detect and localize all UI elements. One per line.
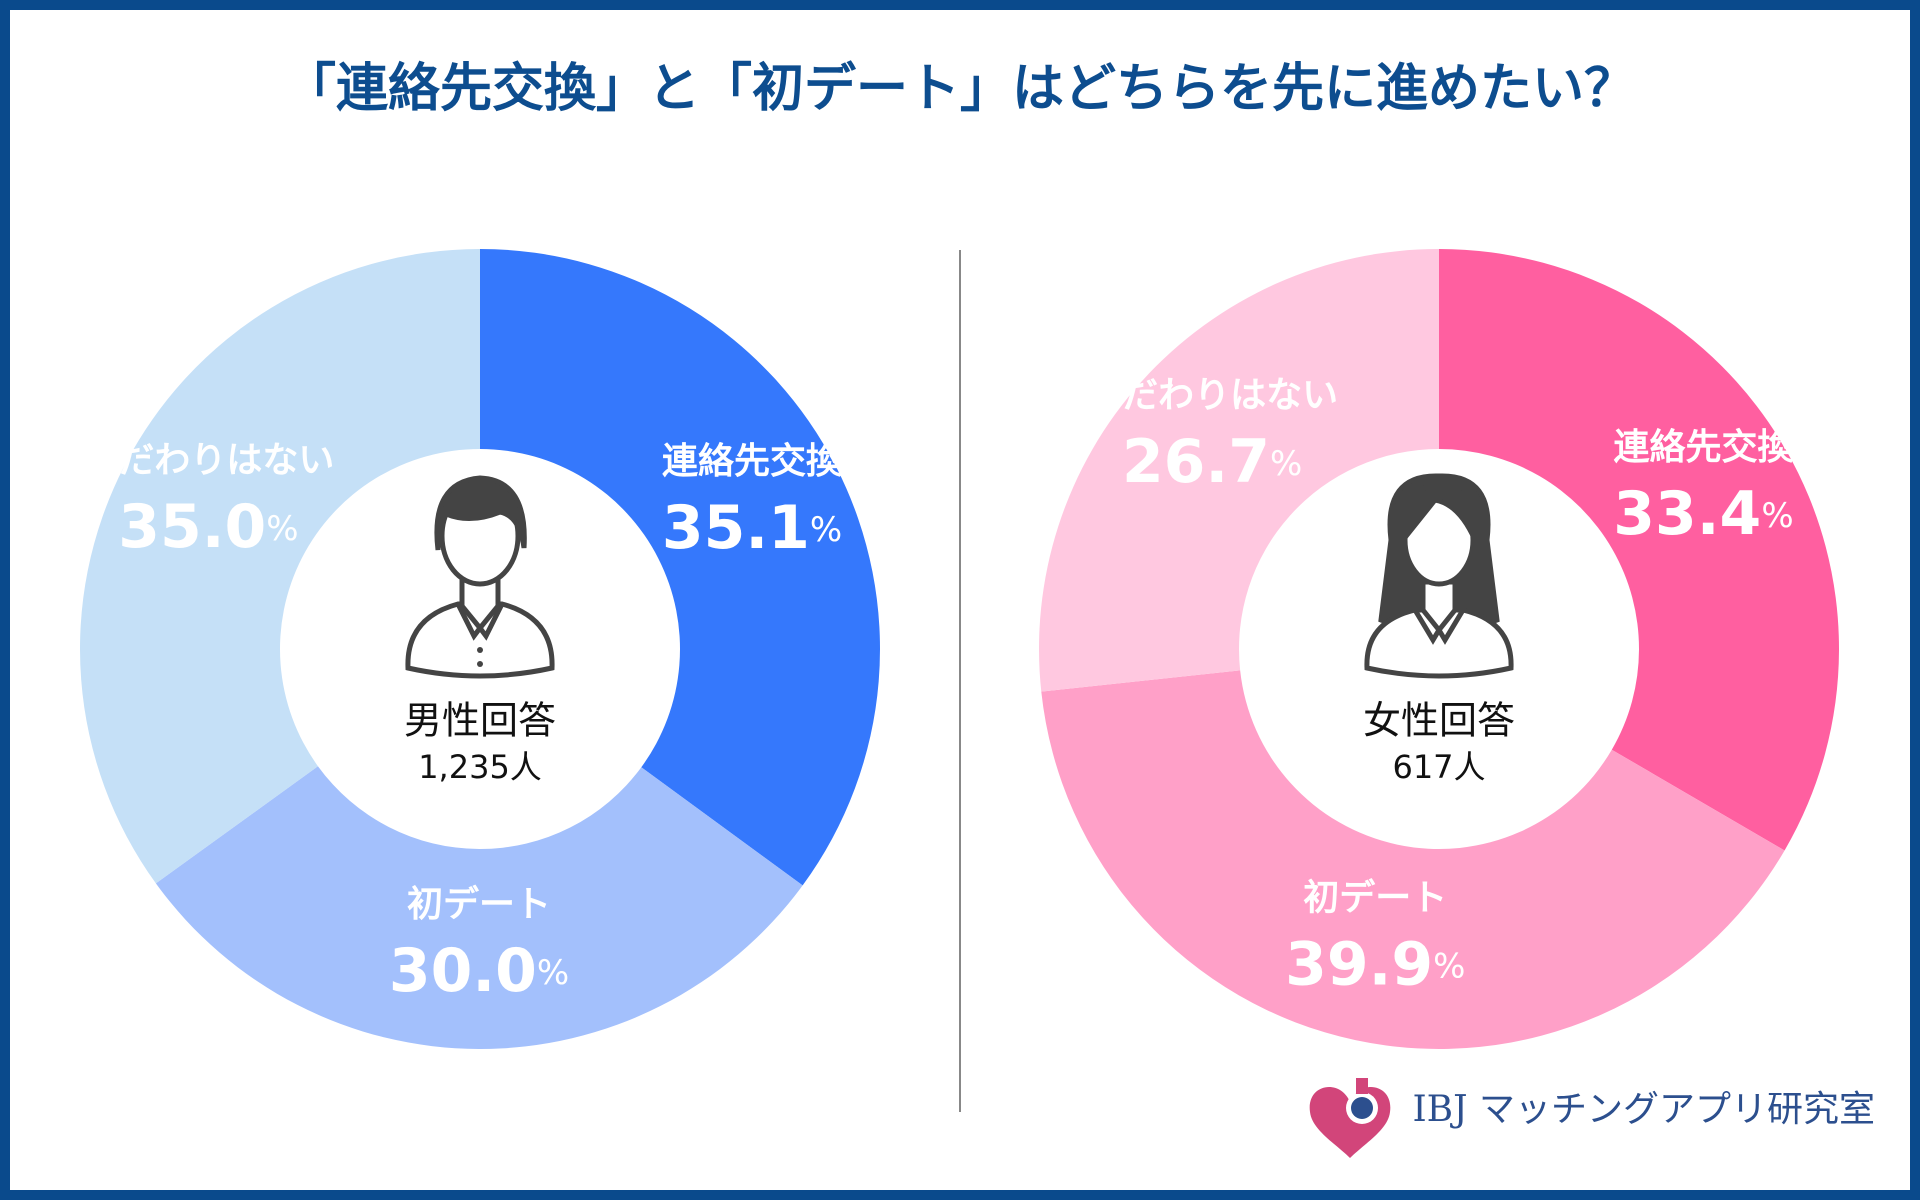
donut-slice [1039, 249, 1439, 692]
slice-value-label: 35.1% [662, 493, 842, 563]
logo-icon [1309, 1078, 1391, 1158]
slice-category: 初デート [1303, 876, 1447, 918]
donuts [80, 248, 1840, 1050]
slice-value-label: 35.0% [118, 492, 298, 562]
man-icon [405, 475, 555, 679]
donut-slice [80, 248, 480, 884]
respondent-count: 1,235人 [418, 748, 542, 786]
page-title: 「連絡先交換」と「初デート」はどちらを先に進めたい？ [284, 59, 1636, 119]
slice-category: 連絡先交換 [662, 440, 843, 482]
slice-category: こだわりはない [82, 440, 334, 481]
slice-value-label: 39.9% [1285, 929, 1465, 999]
slice-category: 連絡先交換 [1613, 426, 1794, 468]
center-label: 男性回答 [404, 699, 556, 743]
logo-text: IBJ マッチングアプリ研究室 [1412, 1089, 1875, 1130]
donut-slice [1041, 670, 1785, 1050]
slice-value-label: 33.4% [1613, 479, 1793, 549]
respondent-count: 617人 [1392, 748, 1485, 786]
woman-icon [1364, 473, 1514, 679]
donut-slice [480, 249, 880, 886]
donut-slice [155, 766, 803, 1050]
donut-slice [1439, 249, 1840, 851]
slice-category: こだわりはない [1086, 375, 1338, 416]
slice-category: 初デート [407, 883, 551, 925]
slice-value-label: 30.0% [389, 936, 569, 1006]
slice-value-label: 26.7% [1122, 427, 1302, 497]
center-label: 女性回答 [1363, 699, 1515, 743]
